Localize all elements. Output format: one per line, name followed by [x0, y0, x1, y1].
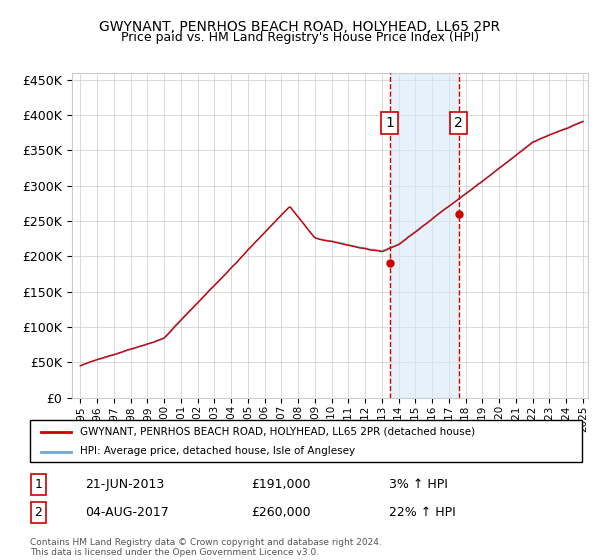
Text: 2: 2 — [454, 116, 463, 130]
Text: 2: 2 — [34, 506, 42, 519]
Text: 04-AUG-2017: 04-AUG-2017 — [85, 506, 169, 519]
Text: GWYNANT, PENRHOS BEACH ROAD, HOLYHEAD, LL65 2PR: GWYNANT, PENRHOS BEACH ROAD, HOLYHEAD, L… — [100, 20, 500, 34]
Text: £260,000: £260,000 — [251, 506, 310, 519]
Text: 21-JUN-2013: 21-JUN-2013 — [85, 478, 164, 491]
Text: 1: 1 — [385, 116, 394, 130]
Text: 3% ↑ HPI: 3% ↑ HPI — [389, 478, 448, 491]
Text: £191,000: £191,000 — [251, 478, 310, 491]
Text: Price paid vs. HM Land Registry's House Price Index (HPI): Price paid vs. HM Land Registry's House … — [121, 31, 479, 44]
Text: Contains HM Land Registry data © Crown copyright and database right 2024.
This d: Contains HM Land Registry data © Crown c… — [30, 538, 382, 557]
Text: GWYNANT, PENRHOS BEACH ROAD, HOLYHEAD, LL65 2PR (detached house): GWYNANT, PENRHOS BEACH ROAD, HOLYHEAD, L… — [80, 427, 475, 437]
FancyBboxPatch shape — [30, 420, 582, 462]
Text: HPI: Average price, detached house, Isle of Anglesey: HPI: Average price, detached house, Isle… — [80, 446, 355, 456]
Text: 22% ↑ HPI: 22% ↑ HPI — [389, 506, 455, 519]
Text: 1: 1 — [34, 478, 42, 491]
